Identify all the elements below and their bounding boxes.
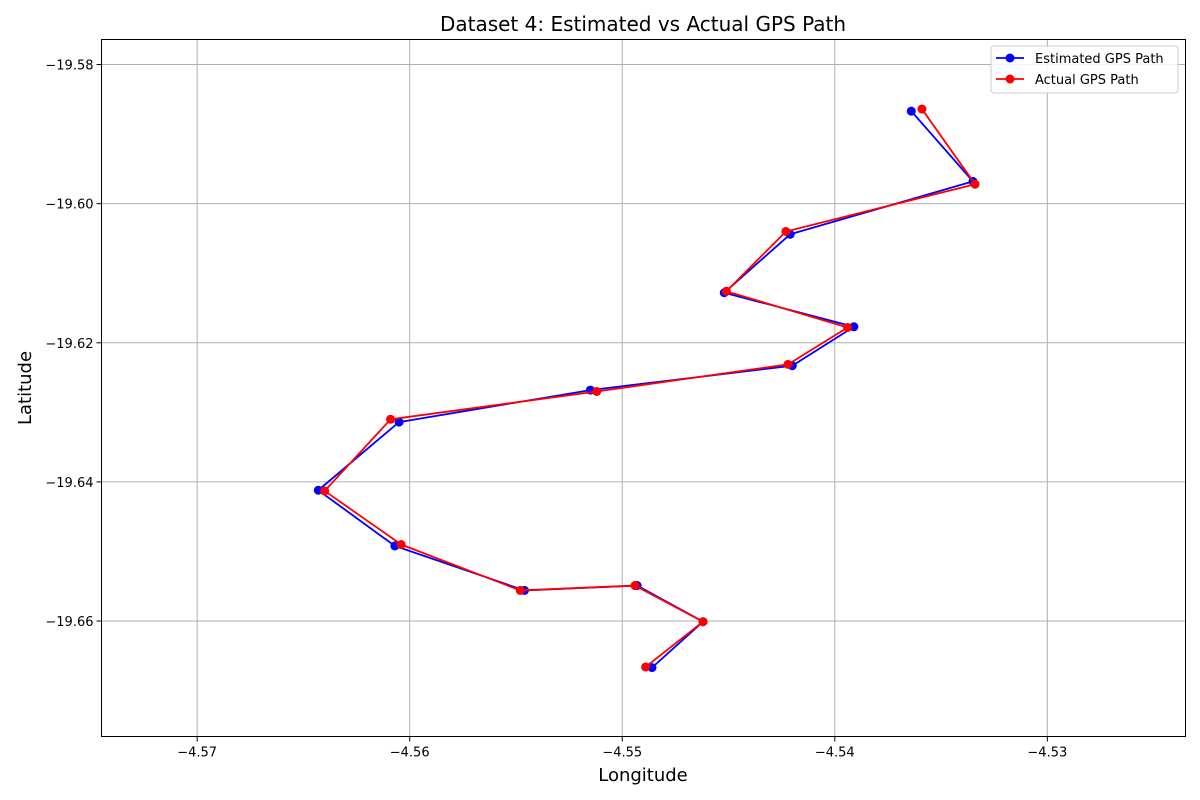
y-tick-label: −19.64	[45, 476, 93, 491]
legend-marker-actual	[1005, 74, 1015, 84]
legend: Estimated GPS Path Actual GPS Path	[990, 45, 1179, 94]
series-line	[323, 108, 976, 668]
series-layer	[313, 104, 980, 673]
data-point	[843, 322, 853, 332]
plot-area	[101, 39, 1186, 737]
axes-frame	[101, 39, 1186, 737]
legend-marker-estimated	[1005, 53, 1015, 63]
data-point	[515, 585, 525, 595]
y-tick-label: −19.58	[45, 59, 93, 74]
chart-title: Dataset 4: Estimated vs Actual GPS Path	[440, 12, 846, 36]
x-tick-label: −4.53	[1027, 746, 1067, 761]
data-point	[783, 359, 793, 369]
series-actual	[320, 104, 980, 672]
x-tick-label: −4.54	[815, 746, 855, 761]
data-point	[386, 414, 396, 424]
y-axis-label: Latitude	[15, 351, 36, 425]
data-point	[917, 104, 927, 114]
data-point	[781, 226, 791, 236]
y-tick-label: −19.66	[45, 615, 93, 630]
x-tick-label: −4.55	[602, 746, 642, 761]
x-tick-label: −4.56	[390, 746, 430, 761]
y-tick-label: −19.62	[45, 337, 93, 352]
grid-lines	[101, 39, 1186, 737]
data-point	[698, 617, 708, 627]
data-point	[906, 106, 916, 116]
data-point	[592, 386, 602, 396]
x-axis-label: Longitude	[598, 765, 688, 786]
y-axis: −19.58 −19.60 −19.62 −19.64 −19.66	[45, 59, 102, 630]
data-point	[394, 417, 404, 427]
legend-box	[990, 45, 1179, 94]
x-tick-label: −4.57	[177, 746, 217, 761]
legend-label-estimated: Estimated GPS Path	[1035, 52, 1164, 67]
data-point	[970, 179, 980, 189]
data-point	[630, 581, 640, 591]
legend-label-actual: Actual GPS Path	[1035, 73, 1139, 88]
data-point	[396, 540, 406, 550]
data-point	[641, 662, 651, 672]
data-point	[721, 286, 731, 296]
data-point	[320, 486, 330, 496]
y-tick-label: −19.60	[45, 198, 93, 213]
x-axis: −4.57 −4.56 −4.55 −4.54 −4.53	[177, 736, 1067, 761]
